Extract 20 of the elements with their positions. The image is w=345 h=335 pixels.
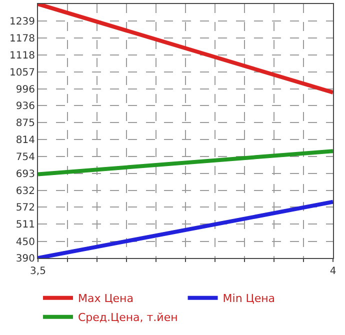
y-tick-label: 936 <box>16 101 35 112</box>
y-tick-label: 450 <box>16 236 35 248</box>
x-tick-label: 4 <box>330 266 336 277</box>
legend-label: Сред.Цена, т.йен <box>78 311 178 324</box>
y-tick-label: 1239 <box>10 16 35 28</box>
y-tick-label: 754 <box>16 152 35 163</box>
legend-label: Min Цена <box>222 292 276 306</box>
y-tick-label: 632 <box>16 186 35 197</box>
y-tick-label: 1118 <box>10 50 35 62</box>
y-tick-label: 875 <box>16 118 35 130</box>
legend-label: Max Цена <box>78 292 134 306</box>
y-tick-label: 390 <box>16 254 35 264</box>
y-tick-label: 1178 <box>10 34 35 45</box>
y-tick-label: 1057 <box>10 67 35 78</box>
x-tick-label: 3,5 <box>30 266 46 277</box>
y-tick-label: 996 <box>16 84 35 96</box>
y-tick-label: 511 <box>16 220 35 231</box>
y-tick-label: 693 <box>16 168 35 180</box>
y-tick-label: 814 <box>16 135 35 146</box>
y-tick-label: 572 <box>16 202 35 214</box>
